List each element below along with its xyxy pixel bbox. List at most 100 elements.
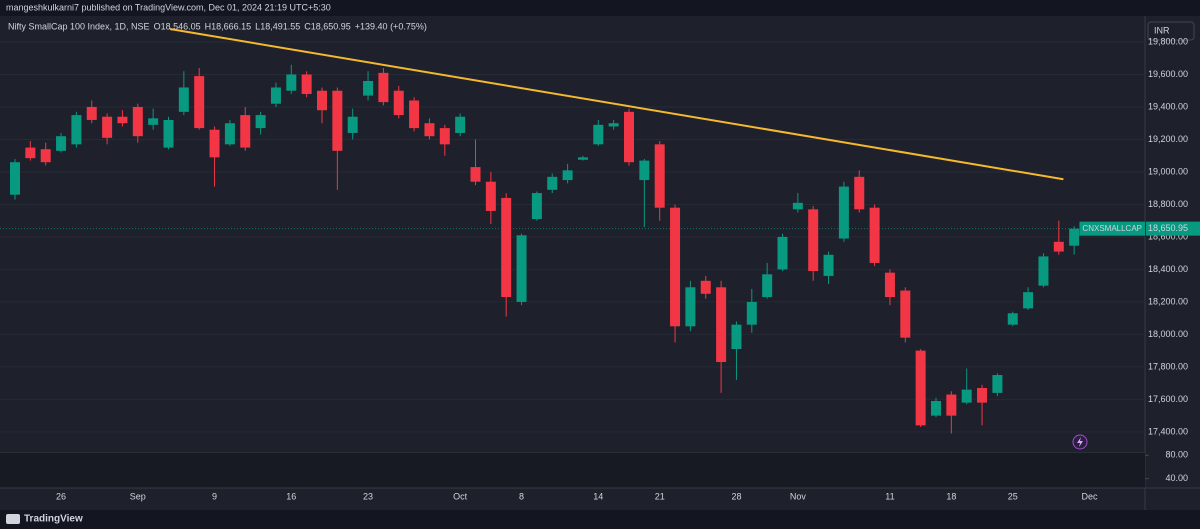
candle-body: [915, 350, 926, 426]
candle-body: [838, 186, 849, 239]
candle-body: [317, 90, 327, 111]
x-tick-label: 9: [212, 491, 217, 501]
y-tick-label: 18,800.00: [1148, 199, 1188, 209]
candle-body: [854, 176, 865, 210]
y-tick-label: 19,600.00: [1148, 69, 1188, 79]
candle-body: [163, 119, 174, 148]
candle-body: [270, 87, 281, 104]
y-tick-label: 17,600.00: [1148, 394, 1188, 404]
candle-body: [608, 123, 619, 127]
y-tick-label: 18,200.00: [1148, 296, 1188, 306]
candle-body: [25, 147, 36, 159]
currency-box: [1147, 21, 1195, 41]
candle-body: [869, 207, 880, 263]
candle-body: [685, 287, 696, 327]
candle-body: [823, 254, 834, 276]
y-tick-label: 19,000.00: [1148, 166, 1188, 176]
event-bolt: [1077, 437, 1083, 447]
legend-value: 18,666.15: [211, 21, 251, 31]
candle-body: [347, 116, 358, 133]
symbol: Nifty SmallCap 100 Index, 1D, NSE: [8, 21, 150, 31]
y-tick-label: 18,600.00: [1148, 231, 1188, 241]
candle-body: [194, 76, 205, 129]
candle-body: [1038, 256, 1049, 286]
candle-body: [393, 90, 404, 116]
candle-body: [117, 116, 128, 124]
candle-body: [746, 301, 757, 325]
candle-body: [808, 209, 819, 272]
footer: [0, 510, 1200, 529]
x-tick-label: 28: [731, 491, 741, 501]
candle-body: [378, 72, 389, 103]
candle-body: [792, 202, 803, 210]
legend-value: 18,650.95: [311, 21, 351, 31]
candle-body: [593, 124, 604, 145]
y-tick-label: 19,800.00: [1148, 36, 1188, 46]
candle-body: [531, 193, 542, 220]
candle-body: [884, 272, 895, 298]
y-tick-label: 19,200.00: [1148, 134, 1188, 144]
candle-body: [485, 181, 496, 211]
candle-body: [654, 144, 665, 208]
pane-tick-label: 80.00: [1165, 450, 1188, 460]
logo: [6, 514, 20, 524]
candle-body: [670, 207, 681, 327]
candle-body: [409, 100, 420, 129]
candle-body: [424, 123, 435, 137]
candle-body: [56, 136, 67, 151]
x-tick-label: 8: [519, 491, 524, 501]
x-tick-label: 11: [885, 491, 894, 501]
x-tick-label: 21: [655, 491, 665, 501]
candle-body: [40, 149, 51, 163]
candle-body: [86, 106, 97, 120]
candle-body: [762, 274, 773, 298]
y-tick-label: 17,800.00: [1148, 361, 1188, 371]
legend-change: +139.40 (+0.75%): [355, 21, 427, 31]
candle-body: [209, 129, 220, 158]
symbol-label: CNXSMALLCAP: [1082, 224, 1142, 233]
candle-body: [516, 235, 527, 302]
candle-body: [132, 106, 143, 137]
trendline: [169, 28, 1064, 181]
legend-key: H: [205, 21, 212, 31]
x-tick-label: Dec: [1081, 491, 1098, 501]
indicator-pane: [0, 453, 1145, 488]
candle-body: [240, 115, 251, 148]
candle-body: [286, 74, 297, 91]
x-tick-label: 18: [946, 491, 956, 501]
candle-body: [731, 324, 742, 350]
candle-body: [363, 80, 374, 96]
candle-body: [501, 197, 512, 298]
y-tick-label: 19,400.00: [1148, 101, 1188, 111]
candle-body: [624, 111, 634, 163]
y-tick-label: 18,000.00: [1148, 329, 1188, 339]
legend-key: C: [304, 21, 311, 31]
currency: INR: [1154, 25, 1170, 35]
legend: Nifty SmallCap 100 Index, 1D, NSE O 18,54…: [8, 21, 427, 31]
x-tick-label: 25: [1008, 491, 1018, 501]
candle-body: [977, 388, 988, 403]
y-tick-label: 17,400.00: [1148, 426, 1188, 436]
x-tick-label: Oct: [453, 491, 468, 501]
legend-key: L: [255, 21, 260, 31]
candle-body: [946, 394, 957, 416]
candle-body: [716, 287, 727, 363]
candle-body: [470, 167, 481, 182]
candle-body: [1007, 313, 1018, 325]
candle-body: [961, 389, 972, 403]
candle-body: [1023, 292, 1034, 309]
y-tick-label: 18,400.00: [1148, 264, 1188, 274]
price-label-box: [1146, 221, 1200, 236]
publisher: mangeshkulkarni7 published on TradingVie…: [6, 2, 331, 12]
candle-body: [332, 90, 343, 151]
candle-body: [700, 280, 711, 294]
x-tick-label: 14: [593, 491, 603, 501]
x-tick-label: 16: [286, 491, 296, 501]
x-tick-label: Sep: [130, 491, 146, 501]
x-tick-label: 26: [56, 491, 66, 501]
pane-tick-label: 40.00: [1165, 473, 1188, 483]
candle-body: [777, 236, 788, 270]
x-tick-label: Nov: [790, 491, 807, 501]
